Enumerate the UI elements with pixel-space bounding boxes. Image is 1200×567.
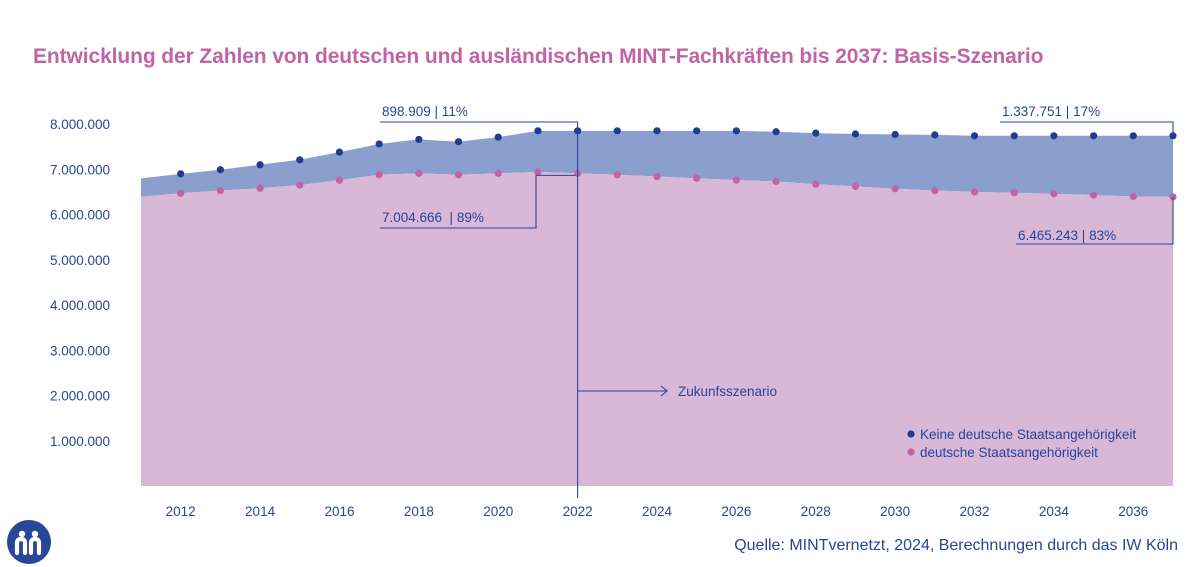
x-tick-label: 2022 bbox=[563, 504, 593, 519]
point-german bbox=[613, 171, 621, 179]
point-foreign bbox=[732, 127, 740, 135]
annotation-foreign-2037: 1.337.751 | 17% bbox=[1002, 104, 1100, 119]
point-german bbox=[415, 169, 423, 177]
point-foreign bbox=[970, 132, 979, 140]
x-tick-label: 2034 bbox=[1039, 504, 1070, 519]
y-tick-label: 1.000.000 bbox=[50, 434, 110, 449]
point-german bbox=[494, 169, 502, 177]
point-foreign bbox=[1010, 132, 1018, 140]
x-tick-label: 2020 bbox=[483, 504, 513, 519]
point-foreign bbox=[1129, 132, 1137, 140]
point-german bbox=[653, 172, 661, 181]
x-tick-label: 2014 bbox=[245, 504, 276, 519]
legend-label: deutsche Staatsangehörigkeit bbox=[920, 445, 1098, 460]
annotation-german-2037: 6.465.243 | 83% bbox=[1018, 228, 1116, 243]
callout-line-2037-top bbox=[1000, 121, 1174, 136]
point-foreign bbox=[613, 127, 621, 135]
point-foreign bbox=[415, 135, 423, 144]
x-tick-label: 2012 bbox=[166, 504, 196, 519]
annotation-lines bbox=[380, 121, 1174, 498]
point-foreign bbox=[851, 130, 860, 138]
x-tick-label: 2032 bbox=[960, 504, 990, 519]
y-tick-label: 6.000.000 bbox=[50, 208, 110, 223]
point-foreign bbox=[177, 170, 185, 178]
point-foreign bbox=[1050, 132, 1058, 140]
area-german bbox=[141, 172, 1173, 486]
y-tick-label: 4.000.000 bbox=[50, 298, 110, 313]
callout-line-2037-bottom bbox=[1016, 196, 1174, 245]
mintvernetzt-logo-icon bbox=[7, 520, 51, 564]
point-german bbox=[1169, 193, 1177, 201]
point-german bbox=[812, 180, 820, 188]
x-tick-label: 2016 bbox=[324, 504, 354, 519]
annotation-future-scenario: Zukunfsszenario bbox=[678, 384, 777, 399]
y-tick-label: 8.000.000 bbox=[50, 117, 110, 132]
point-foreign bbox=[693, 127, 701, 135]
point-foreign bbox=[296, 156, 304, 164]
x-tick-label: 2024 bbox=[642, 504, 673, 519]
callout-line-2022-top bbox=[380, 121, 579, 498]
point-foreign bbox=[534, 127, 542, 135]
point-german bbox=[1090, 191, 1098, 199]
point-foreign bbox=[375, 140, 383, 148]
point-foreign bbox=[772, 128, 780, 136]
x-tick-label: 2030 bbox=[880, 504, 910, 519]
annotation-labels: 898.909 | 11% 7.004.666 | 89% 1.337.751 | … bbox=[382, 104, 1116, 399]
data-points bbox=[177, 127, 1177, 201]
point-german bbox=[772, 177, 780, 186]
point-german bbox=[1010, 189, 1018, 197]
point-foreign bbox=[1090, 132, 1098, 140]
point-foreign bbox=[931, 131, 939, 139]
point-foreign bbox=[335, 148, 344, 156]
y-axis-ticks: 1.000.000 2.000.000 3.000.000 4.000.000 5.00… bbox=[50, 117, 110, 449]
x-tick-label: 2018 bbox=[404, 504, 434, 519]
point-german bbox=[177, 189, 185, 197]
point-foreign bbox=[216, 166, 224, 174]
point-foreign bbox=[494, 133, 502, 141]
point-foreign bbox=[454, 138, 463, 146]
chart-legend: Keine deutsche Staatsangehörigkeit deutsc… bbox=[907, 427, 1136, 460]
annotation-foreign-2022: 898.909 | 11% bbox=[382, 104, 468, 119]
point-foreign bbox=[653, 127, 661, 135]
y-tick-label: 2.000.000 bbox=[50, 389, 110, 404]
x-tick-label: 2036 bbox=[1118, 504, 1148, 519]
chart-title: Entwicklung der Zahlen von deutschen und… bbox=[33, 45, 1044, 68]
point-german bbox=[970, 188, 979, 196]
annotation-german-2022: 7.004.666 | 89% bbox=[382, 210, 484, 225]
point-german bbox=[375, 171, 383, 179]
point-german bbox=[851, 182, 860, 191]
point-foreign bbox=[812, 129, 820, 137]
x-axis-ticks: 2012 2014 2016 2018 2020 2022 2024 2026 2028 2030… bbox=[166, 504, 1149, 519]
point-foreign bbox=[256, 161, 264, 169]
future-scenario-arrowhead bbox=[660, 385, 668, 397]
point-german bbox=[216, 186, 224, 195]
point-german bbox=[256, 184, 264, 192]
source-note: Quelle: MINTvernetzt, 2024, Berechnungen… bbox=[734, 537, 1178, 554]
y-tick-label: 3.000.000 bbox=[50, 343, 110, 358]
point-german bbox=[1050, 190, 1058, 198]
callout-line-2022-bottom bbox=[380, 174, 576, 229]
point-german bbox=[1129, 192, 1137, 201]
point-german bbox=[693, 174, 701, 182]
y-tick-label: 5.000.000 bbox=[50, 253, 110, 268]
x-tick-label: 2026 bbox=[721, 504, 751, 519]
area-foreign bbox=[141, 130, 1173, 197]
point-german bbox=[335, 176, 344, 184]
point-german bbox=[891, 185, 899, 193]
point-german bbox=[534, 168, 542, 176]
legend-marker bbox=[907, 430, 915, 438]
legend-marker bbox=[907, 448, 915, 456]
point-german bbox=[454, 171, 463, 179]
point-german bbox=[296, 181, 304, 189]
x-tick-label: 2028 bbox=[801, 504, 831, 519]
point-foreign bbox=[891, 130, 899, 139]
legend-label: Keine deutsche Staatsangehörigkeit bbox=[920, 427, 1136, 442]
y-tick-label: 7.000.000 bbox=[50, 162, 110, 177]
point-german bbox=[732, 176, 740, 184]
point-german bbox=[931, 186, 939, 195]
chart-areas bbox=[141, 130, 1173, 486]
